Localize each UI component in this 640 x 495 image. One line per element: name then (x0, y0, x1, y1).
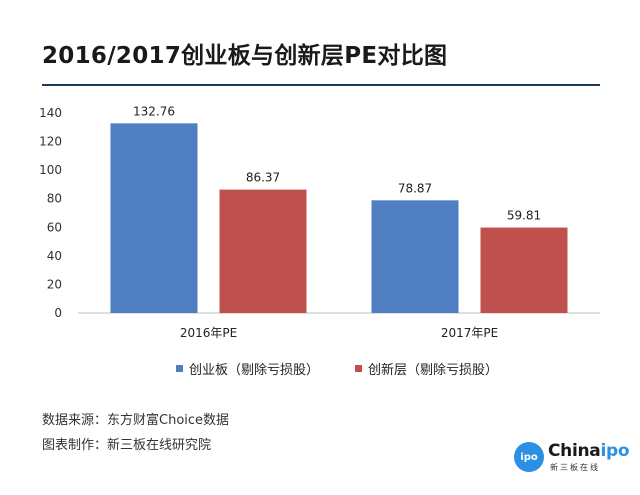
x-category-label: 2016年PE (180, 326, 237, 340)
y-tick-label: 80 (47, 192, 62, 206)
bar-chuangyeban-1 (371, 200, 459, 313)
chinaipo-logo: ipo Chinaipo 新三板在线 (514, 441, 630, 476)
data-label: 78.87 (398, 181, 432, 195)
legend-item-chuangxinceng: 创新层（剔除亏损股） (355, 359, 498, 378)
data-label: 59.81 (507, 209, 541, 223)
x-category-label: 2017年PE (441, 326, 498, 340)
logo-wordmark: Chinaipo (548, 441, 630, 461)
logo-circle-icon: ipo (514, 442, 544, 472)
legend-label-chuangxinceng: 创新层（剔除亏损股） (368, 362, 499, 378)
y-tick-label: 60 (47, 220, 62, 234)
bar-chuangxinceng-0 (219, 189, 307, 313)
legend-swatch-chuangxinceng (355, 364, 363, 372)
bar-chart: 0 20 40 60 80 100 120 140 132.76 86.37 2016年PE 78.8… (39, 104, 600, 340)
logo-word-blue: ipo (600, 441, 630, 461)
y-tick-label: 0 (54, 306, 62, 320)
chart-legend: 创业板（剔除亏损股） 创新层（剔除亏损股） (176, 358, 534, 378)
bar-chuangxinceng-1 (480, 227, 568, 313)
logo-word-dark: China (548, 441, 601, 461)
data-source: 数据来源：东方财富Choice数据 (42, 413, 230, 428)
y-tick-label: 100 (39, 163, 62, 177)
y-tick-label: 120 (39, 135, 62, 149)
bar-chuangyeban-0 (110, 123, 198, 313)
title-divider (42, 84, 600, 86)
data-label: 86.37 (246, 171, 280, 185)
y-tick-label: 140 (39, 106, 62, 120)
data-label: 132.76 (133, 104, 175, 118)
y-tick-label: 20 (47, 277, 62, 291)
y-tick-label: 40 (47, 249, 62, 263)
chart-title: 2016/2017创业板与创新层PE对比图 (42, 43, 448, 69)
legend-item-chuangyeban: 创业板（剔除亏损股） (176, 359, 319, 378)
legend-label-chuangyeban: 创业板（剔除亏损股） (189, 362, 320, 378)
legend-swatch-chuangyeban (176, 364, 183, 372)
chart-credit: 图表制作：新三板在线研究院 (42, 438, 212, 453)
logo-subtitle: 新三板在线 (550, 463, 600, 472)
chart-footer: 数据来源：东方财富Choice数据 图表制作：新三板在线研究院 (42, 408, 229, 458)
